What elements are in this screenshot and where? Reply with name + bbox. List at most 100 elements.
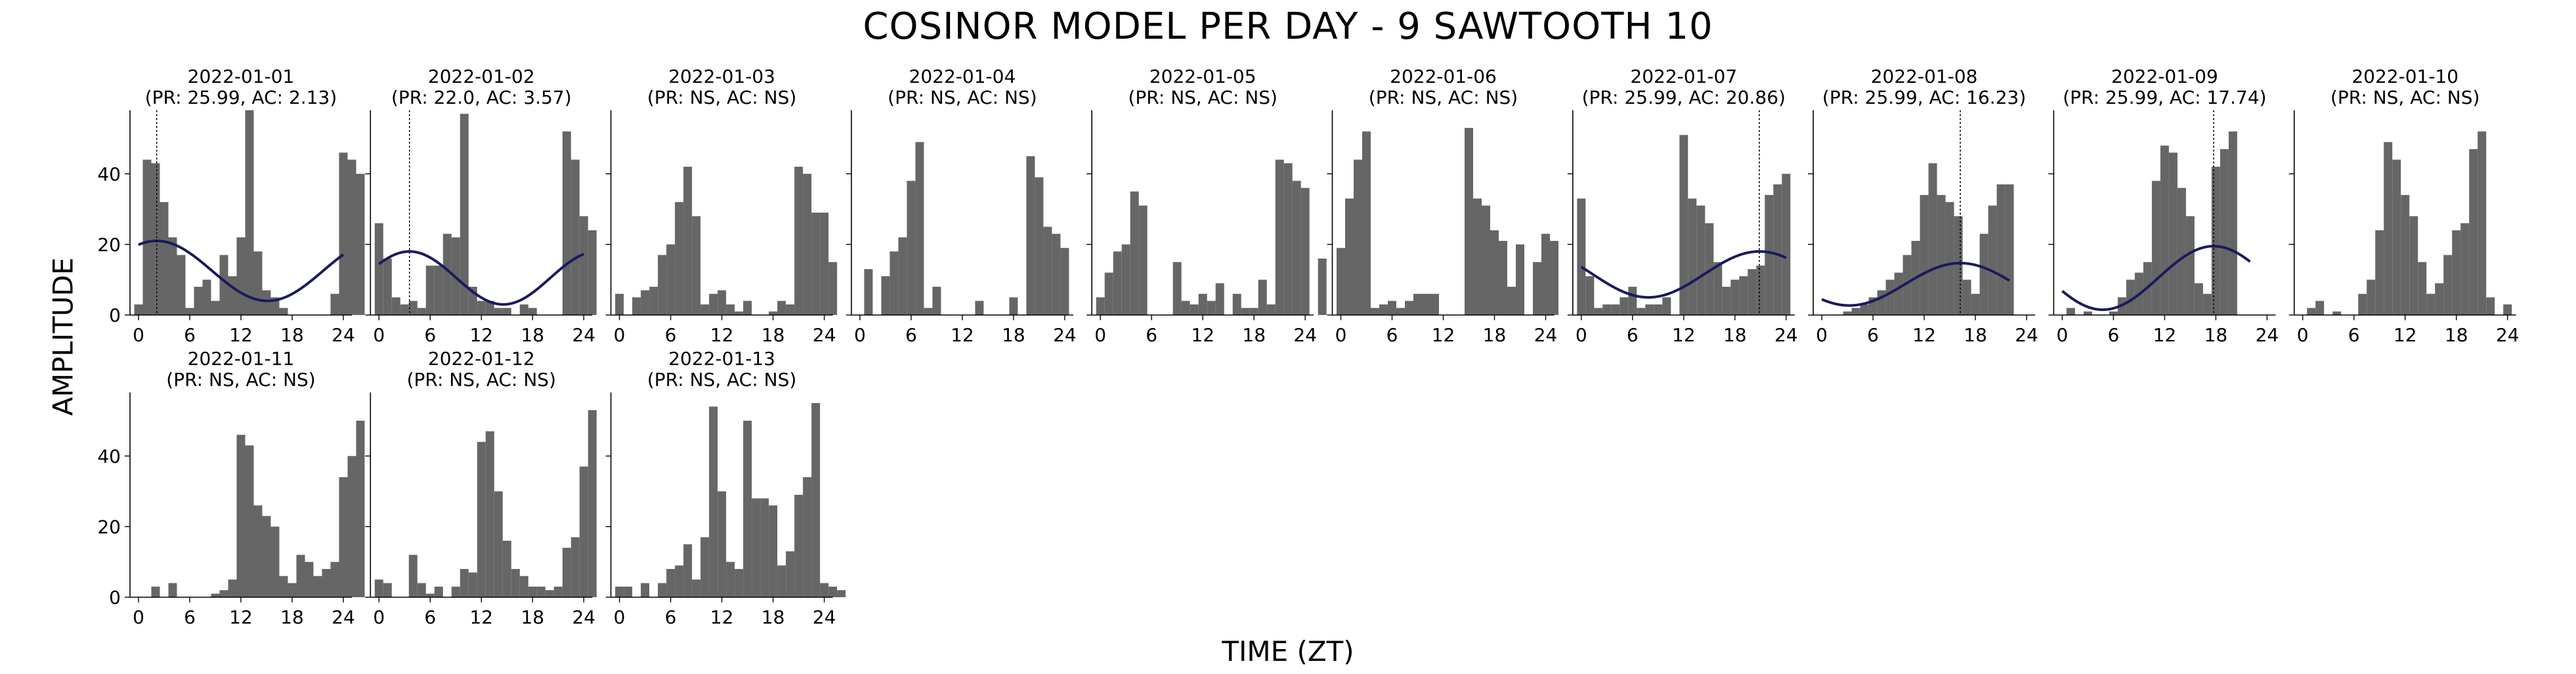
bar bbox=[494, 491, 503, 597]
cosinor-fit-line bbox=[2061, 245, 2251, 311]
bar bbox=[709, 406, 718, 597]
x-tick-label: 18 bbox=[1964, 324, 1987, 346]
bar bbox=[330, 562, 339, 597]
bar bbox=[1292, 180, 1301, 315]
bar bbox=[632, 297, 641, 315]
bar bbox=[743, 421, 752, 597]
bar bbox=[1756, 265, 1765, 315]
bar bbox=[2228, 131, 2237, 315]
bar bbox=[570, 537, 580, 597]
bar bbox=[511, 568, 520, 597]
bar bbox=[1396, 308, 1405, 315]
bar bbox=[2367, 280, 2376, 315]
bar bbox=[1465, 127, 1473, 315]
bar bbox=[519, 304, 528, 315]
bar bbox=[468, 572, 477, 597]
bar bbox=[1928, 163, 1937, 315]
bar bbox=[2177, 188, 2186, 315]
bar bbox=[1979, 234, 1988, 315]
bar bbox=[803, 477, 812, 597]
subplot-title: 2022-01-09 bbox=[2111, 66, 2218, 87]
x-tick-label: 6 bbox=[2348, 324, 2360, 346]
bar bbox=[683, 544, 693, 597]
x-tick-label: 0 bbox=[614, 324, 626, 346]
bar bbox=[2469, 149, 2478, 315]
bar bbox=[1190, 304, 1199, 315]
bar bbox=[2211, 167, 2220, 315]
subplot-2022-01-01: 2022-01-01(PR: 25.99, AC: 2.13) 0 6 12 18 24 0… bbox=[97, 66, 365, 346]
subplot-subtitle: (PR: NS, AC: NS) bbox=[1369, 87, 1518, 108]
x-tick-label: 6 bbox=[1867, 324, 1879, 346]
bar bbox=[2332, 311, 2342, 315]
bar bbox=[658, 583, 667, 597]
x-tick-label: 0 bbox=[614, 606, 626, 628]
x-tick-label: 24 bbox=[332, 606, 355, 628]
bar bbox=[588, 230, 597, 315]
bar bbox=[1722, 286, 1731, 315]
bar bbox=[2358, 293, 2367, 315]
bar bbox=[545, 590, 554, 597]
cosinor-fit-line bbox=[138, 240, 345, 303]
bar bbox=[142, 159, 152, 315]
bar bbox=[151, 586, 160, 597]
x-tick-label: 18 bbox=[1002, 324, 1025, 346]
x-tick-label: 6 bbox=[184, 324, 196, 346]
subplot-subtitle: (PR: 25.99, AC: 17.74) bbox=[2063, 87, 2266, 108]
bar bbox=[1962, 280, 1971, 315]
bar bbox=[1249, 308, 1258, 315]
bar bbox=[1748, 269, 1757, 315]
bar bbox=[837, 590, 846, 597]
bar bbox=[726, 304, 735, 315]
bar bbox=[2151, 180, 2160, 315]
subplot-2022-01-04: 2022-01-04(PR: NS, AC: NS) 0 6 12 18 24 bbox=[846, 66, 1077, 346]
x-tick-label: 24 bbox=[1293, 324, 1317, 346]
bar bbox=[347, 159, 356, 315]
bar bbox=[794, 495, 804, 597]
bar bbox=[2384, 142, 2393, 315]
bar bbox=[1362, 131, 1371, 315]
subplot-subtitle: (PR: 25.99, AC: 2.13) bbox=[145, 87, 337, 108]
bar bbox=[151, 163, 160, 315]
bar bbox=[1637, 308, 1646, 315]
bar bbox=[2005, 184, 2014, 315]
bar bbox=[898, 237, 907, 315]
bar bbox=[752, 498, 761, 597]
bar bbox=[1430, 293, 1439, 315]
bar bbox=[296, 555, 305, 597]
bar bbox=[356, 173, 365, 315]
bar bbox=[1773, 184, 1782, 315]
bar bbox=[1258, 280, 1267, 315]
bar bbox=[1885, 280, 1895, 315]
subplot-2022-01-12: 2022-01-12(PR: NS, AC: NS) 0 6 12 18 24 bbox=[365, 348, 597, 628]
bar bbox=[485, 431, 494, 597]
x-tick-label: 24 bbox=[2015, 324, 2038, 346]
bar bbox=[932, 286, 941, 315]
bar bbox=[1266, 304, 1276, 315]
bar bbox=[1379, 304, 1388, 315]
figure-title: COSINOR MODEL PER DAY - 9 SAWTOOTH 10 bbox=[863, 5, 1713, 48]
x-tick-label: 12 bbox=[1672, 324, 1696, 346]
bar bbox=[262, 516, 271, 597]
cosinor-fit-line bbox=[1821, 261, 2011, 307]
x-tick-label: 24 bbox=[813, 606, 836, 628]
subplot-title: 2022-01-01 bbox=[188, 66, 295, 87]
bar bbox=[726, 562, 735, 597]
subplot-2022-01-08: 2022-01-08(PR: 25.99, AC: 16.23) 0 6 12 18 24 bbox=[1808, 66, 2038, 346]
bar bbox=[1337, 247, 1345, 315]
bar bbox=[579, 216, 588, 315]
bar bbox=[383, 258, 392, 315]
bar bbox=[2315, 301, 2325, 315]
bar bbox=[194, 286, 203, 315]
bar bbox=[270, 526, 280, 597]
x-tick-label: 6 bbox=[1386, 324, 1398, 346]
bar bbox=[1181, 301, 1190, 315]
x-tick-label: 12 bbox=[2153, 324, 2177, 346]
bar bbox=[322, 568, 331, 597]
bar bbox=[1113, 251, 1122, 315]
subplot-title: 2022-01-13 bbox=[668, 348, 775, 369]
subplot-title: 2022-01-05 bbox=[1149, 66, 1256, 87]
x-tick-label: 18 bbox=[1483, 324, 1507, 346]
bar bbox=[828, 586, 838, 597]
x-tick-label: 12 bbox=[229, 324, 253, 346]
bar bbox=[1198, 293, 1207, 315]
